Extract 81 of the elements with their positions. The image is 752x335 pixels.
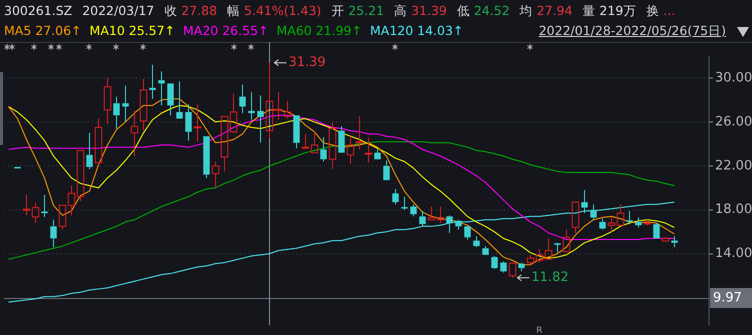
candlestick xyxy=(410,204,417,217)
candlestick xyxy=(446,214,453,234)
candlestick xyxy=(599,218,606,230)
candlestick xyxy=(266,62,274,139)
y-tick-label: 18.00 xyxy=(715,202,752,218)
candlestick xyxy=(220,116,228,172)
candlestick xyxy=(626,210,633,225)
candlestick xyxy=(230,92,238,134)
candlestick xyxy=(455,219,462,230)
candlestick xyxy=(608,217,616,232)
text: 高 31.39 xyxy=(394,3,447,20)
chart-title: 300261.SZ xyxy=(4,3,72,20)
candlestick xyxy=(581,190,588,214)
text: 收 27.88 xyxy=(164,3,218,20)
ref-line-label: 9.97 xyxy=(713,290,742,306)
candlestick xyxy=(428,206,436,220)
candlestick xyxy=(346,134,354,164)
candlestick xyxy=(374,148,381,160)
candlestick xyxy=(320,136,327,162)
candlestick xyxy=(113,96,120,130)
candlestick xyxy=(194,104,202,142)
text: MA5 27.06↑ xyxy=(4,23,82,38)
text: MA120 14.03↑ xyxy=(370,23,464,38)
candlestick xyxy=(671,236,678,248)
candlestick xyxy=(94,118,102,166)
candlestick xyxy=(122,85,129,122)
candlestick xyxy=(482,246,489,255)
candlestick xyxy=(239,84,246,114)
chart-subtitle: 2022/03/17 xyxy=(82,3,154,20)
candlestick xyxy=(310,131,318,154)
text: R xyxy=(536,326,543,335)
text: 低 24.52 xyxy=(456,3,510,20)
candlestick xyxy=(130,110,138,156)
candlestick xyxy=(572,202,580,234)
candlestick xyxy=(284,100,292,120)
y-tick-label: 26.00 xyxy=(715,114,752,130)
candlestick xyxy=(212,160,220,188)
candlestick xyxy=(140,78,148,132)
candlestick xyxy=(616,204,624,226)
y-tick-label: 14.00 xyxy=(715,246,752,262)
candlestick xyxy=(356,116,364,150)
text: 换 ... xyxy=(646,3,676,20)
candlestick xyxy=(158,70,165,106)
y-tick-label: 22.00 xyxy=(715,158,752,174)
candlestick xyxy=(419,210,426,227)
candlestick xyxy=(274,92,282,120)
candlestick xyxy=(50,219,57,248)
candlestick xyxy=(176,80,183,119)
candlestick xyxy=(364,136,372,164)
candlestick xyxy=(518,262,525,272)
candlestick xyxy=(436,206,444,224)
text: 开 25.21 xyxy=(331,3,384,20)
candlestick xyxy=(32,202,40,224)
candlestick xyxy=(302,134,310,149)
candlestick xyxy=(544,238,552,260)
annotation: 11.82 xyxy=(531,270,569,286)
text: 2022/01/28-2022/05/26(75日) xyxy=(538,23,726,40)
candlestick xyxy=(104,77,112,125)
candlestick xyxy=(590,204,597,220)
candlestick xyxy=(473,236,480,248)
y-tick-label: 30.00 xyxy=(715,70,752,86)
candlestick xyxy=(86,132,93,170)
candlestick xyxy=(383,160,390,180)
candlestick xyxy=(203,136,210,178)
text: MA20 26.55↑ xyxy=(183,23,268,38)
text: MA60 21.99↑ xyxy=(276,23,362,38)
candlestick xyxy=(554,243,561,254)
candlestick xyxy=(68,185,76,216)
text: 量 219万 xyxy=(582,3,636,20)
candlestick xyxy=(328,121,336,170)
candlestick xyxy=(653,222,660,238)
annotation: 31.39 xyxy=(288,55,326,70)
text: MA10 25.57↑ xyxy=(90,23,176,38)
text: 均 27.94 xyxy=(520,3,572,20)
candlestick xyxy=(401,196,408,210)
candlestick xyxy=(562,229,570,252)
candlestick xyxy=(22,194,30,216)
text: 幅 5.41%(1.43) xyxy=(227,3,322,20)
candlestick xyxy=(293,115,300,149)
candlestick xyxy=(185,104,192,142)
candlestick xyxy=(257,95,264,144)
